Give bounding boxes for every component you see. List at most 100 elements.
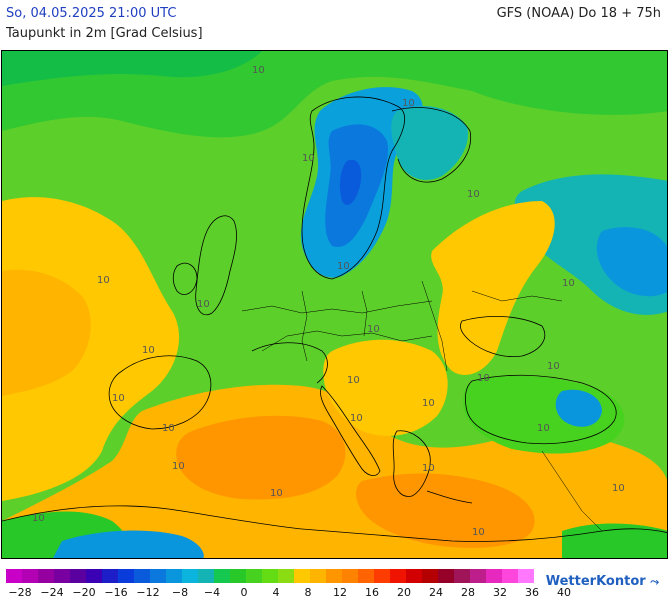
- contour-label: 10: [172, 461, 185, 472]
- legend-swatch: [230, 569, 246, 583]
- legend-swatch: [182, 569, 198, 583]
- legend-swatch: [406, 569, 422, 583]
- contour-label: 10: [477, 373, 490, 384]
- legend-tick-label: −20: [72, 586, 96, 599]
- legend-swatch: [390, 569, 406, 583]
- contour-label: 10: [422, 463, 435, 474]
- region-scandinavia-coldest: [339, 159, 362, 206]
- border-central-4: [361, 290, 368, 337]
- legend-swatch: [294, 569, 310, 583]
- coast-scandinavia: [301, 96, 406, 280]
- model-run-label: GFS (NOAA) Do 18 + 75h: [496, 6, 661, 21]
- legend-swatch: [310, 569, 326, 583]
- border-east-2: [471, 290, 563, 302]
- contour-label: 10: [367, 324, 380, 335]
- legend-tick-label: 28: [461, 586, 475, 599]
- legend-swatch: [518, 569, 534, 583]
- legend-swatch: [422, 569, 438, 583]
- contour-labels: 10 10 10 10 10 10 10 10 10 10 10 10 10 1…: [32, 65, 625, 538]
- legend-tick-label: 40: [557, 586, 571, 599]
- wetterkontor-logo[interactable]: WetterKontor ⤳: [546, 574, 659, 589]
- legend-tick-label: −4: [203, 586, 221, 599]
- legend-swatch: [86, 569, 102, 583]
- legend-swatch: [70, 569, 86, 583]
- parameter-label: Taupunkt in 2m [Grad Celsius]: [6, 26, 203, 41]
- legend-swatch: [438, 569, 454, 583]
- legend-swatch: [134, 569, 150, 583]
- region-balkans: [323, 339, 448, 436]
- legend-tick-label: 24: [429, 586, 443, 599]
- region-western-med: [176, 415, 346, 500]
- legend-tick-label: 12: [333, 586, 347, 599]
- coast-crete: [426, 490, 473, 504]
- coast-turkey: [465, 374, 617, 444]
- region-far-north: [2, 51, 262, 86]
- contour-label: 10: [337, 261, 350, 272]
- contour-label: 10: [97, 275, 110, 286]
- legend-tick-label: −24: [40, 586, 64, 599]
- legend-swatch: [502, 569, 518, 583]
- contour-label: 10: [112, 393, 125, 404]
- region-central-med: [356, 473, 535, 548]
- legend-tick-label: −16: [104, 586, 128, 599]
- contour-label: 10: [350, 413, 363, 424]
- contour-label: 10: [612, 483, 625, 494]
- coast-iberia: [108, 355, 212, 430]
- region-atlantic-warm: [2, 269, 91, 396]
- region-russia-cold: [596, 227, 667, 297]
- legend-tick-label: 36: [525, 586, 539, 599]
- region-middle-east: [562, 523, 667, 558]
- contour-label: 10: [197, 299, 210, 310]
- map-svg: 10 10 10 10 10 10 10 10 10 10 10 10 10 1…: [2, 51, 667, 558]
- legend-swatch: [342, 569, 358, 583]
- border-east-1: [421, 280, 448, 372]
- legend-swatch: [246, 569, 262, 583]
- legend-swatch: [214, 569, 230, 583]
- contour-label: 10: [142, 345, 155, 356]
- legend-swatch: [38, 569, 54, 583]
- contour-label: 10: [302, 153, 315, 164]
- legend-tick-label: −28: [8, 586, 32, 599]
- coast-finland: [391, 107, 472, 183]
- contour-label: 10: [162, 423, 175, 434]
- color-legend: −28 −24 −20 −16 −12 −8 −4 0 4 8 12 16 20 24 28 32 36 40: [6, 569, 571, 599]
- legend-swatch: [198, 569, 214, 583]
- coast-greece: [392, 430, 431, 497]
- legend-swatch: [486, 569, 502, 583]
- contour-label: 10: [347, 375, 360, 386]
- legend-swatch: [118, 569, 134, 583]
- legend-swatch: [102, 569, 118, 583]
- coast-black-sea: [460, 316, 546, 358]
- legend-swatch: [166, 569, 182, 583]
- coastlines: [2, 96, 667, 542]
- border-middle-east: [541, 450, 603, 532]
- legend-swatch: [278, 569, 294, 583]
- legend-tick-label: 0: [240, 586, 248, 599]
- legend-tick-label: 8: [304, 586, 312, 599]
- legend-swatch: [150, 569, 166, 583]
- country-borders: [241, 280, 603, 532]
- legend-color-bar: [6, 569, 534, 583]
- legend-swatch: [22, 569, 38, 583]
- legend-swatch: [54, 569, 70, 583]
- border-central-1: [241, 300, 433, 314]
- contour-label: 10: [402, 98, 415, 109]
- legend-swatch: [358, 569, 374, 583]
- contour-label: 10: [270, 488, 283, 499]
- legend-tick-label: −12: [136, 586, 160, 599]
- contour-label: 10: [537, 423, 550, 434]
- region-finland: [391, 106, 468, 180]
- contour-label: 10: [562, 278, 575, 289]
- dewpoint-map: 10 10 10 10 10 10 10 10 10 10 10 10 10 1…: [1, 50, 668, 559]
- region-sahara-dry: [53, 530, 204, 558]
- contour-label: 10: [422, 398, 435, 409]
- coast-italy: [320, 385, 381, 476]
- legend-swatch: [454, 569, 470, 583]
- legend-tick-label: 20: [397, 586, 411, 599]
- border-central-3: [301, 290, 308, 362]
- contour-label: 10: [252, 65, 265, 76]
- contour-label: 10: [472, 527, 485, 538]
- legend-ticks: −28 −24 −20 −16 −12 −8 −4 0 4 8 12 16 20 24 28 32 36 40: [6, 586, 571, 599]
- legend-swatch: [470, 569, 486, 583]
- legend-swatch: [262, 569, 278, 583]
